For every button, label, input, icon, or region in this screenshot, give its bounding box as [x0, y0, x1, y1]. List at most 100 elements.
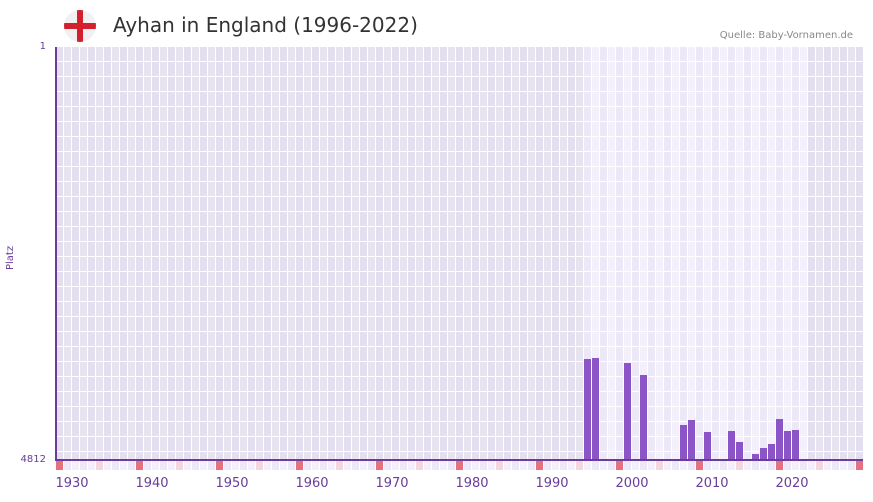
- year-strip: [104, 461, 111, 470]
- year-strip: [624, 461, 631, 470]
- year-strip: [224, 461, 231, 470]
- year-strip: [736, 461, 743, 470]
- year-strip: [464, 461, 471, 470]
- year-strip: [384, 461, 391, 470]
- year-strip: [208, 461, 215, 470]
- bar-2001[interactable]: [640, 375, 647, 460]
- year-strip: [672, 461, 679, 470]
- year-strip: [816, 461, 823, 470]
- bar-2019[interactable]: [784, 431, 791, 460]
- year-strip: [848, 461, 855, 470]
- x-tick-1980: 1980: [455, 476, 489, 491]
- year-strip: [272, 461, 279, 470]
- year-strip: [56, 461, 63, 470]
- year-strip: [184, 461, 191, 470]
- year-strip: [96, 461, 103, 470]
- bar-2018[interactable]: [776, 419, 783, 460]
- year-strip: [376, 461, 383, 470]
- x-tick-2010: 2010: [695, 476, 729, 491]
- x-tick-1960: 1960: [295, 476, 329, 491]
- year-strip: [424, 461, 431, 470]
- year-strip: [192, 461, 199, 470]
- year-strip: [256, 461, 263, 470]
- year-strip: [360, 461, 367, 470]
- bar-2006[interactable]: [680, 425, 687, 460]
- year-strip: [656, 461, 663, 470]
- year-strip: [480, 461, 487, 470]
- year-strip: [808, 461, 815, 470]
- year-strip: [600, 461, 607, 470]
- year-strip: [680, 461, 687, 470]
- year-strip: [760, 461, 767, 470]
- year-strip: [720, 461, 727, 470]
- year-strip: [704, 461, 711, 470]
- bar-2013[interactable]: [736, 442, 743, 460]
- year-strip: [392, 461, 399, 470]
- year-strip: [72, 461, 79, 470]
- bar-2015[interactable]: [752, 453, 759, 460]
- year-strip: [80, 461, 87, 470]
- year-strip: [416, 461, 423, 470]
- year-strip: [824, 461, 831, 470]
- year-strip: [440, 461, 447, 470]
- y-axis-line: [55, 47, 57, 460]
- year-strip: [352, 461, 359, 470]
- year-strip: [520, 461, 527, 470]
- year-strip: [120, 461, 127, 470]
- bar-1994[interactable]: [584, 359, 591, 460]
- x-tick-2020: 2020: [775, 476, 809, 491]
- x-tick-1950: 1950: [215, 476, 249, 491]
- x-tick-1990: 1990: [535, 476, 569, 491]
- y-tick-top: 1: [39, 41, 46, 52]
- bar-2012[interactable]: [728, 431, 735, 460]
- grid: [56, 47, 863, 460]
- bar-2016[interactable]: [760, 447, 767, 460]
- year-strip: [248, 461, 255, 470]
- year-strip: [768, 461, 775, 470]
- year-strip: [856, 461, 863, 470]
- year-strip: [112, 461, 119, 470]
- year-strip: [712, 461, 719, 470]
- year-strip: [304, 461, 311, 470]
- year-strip: [136, 461, 143, 470]
- bar-1999[interactable]: [624, 363, 631, 460]
- year-strip: [840, 461, 847, 470]
- year-strip: [344, 461, 351, 470]
- year-strip: [560, 461, 567, 470]
- year-strip: [64, 461, 71, 470]
- year-strip: [776, 461, 783, 470]
- year-strip: [568, 461, 575, 470]
- year-strip: [496, 461, 503, 470]
- year-strip: [488, 461, 495, 470]
- year-strip: [296, 461, 303, 470]
- year-strip: [400, 461, 407, 470]
- year-strip: [280, 461, 287, 470]
- year-strip: [608, 461, 615, 470]
- year-strip: [728, 461, 735, 470]
- bar-2017[interactable]: [768, 444, 775, 460]
- year-strip: [144, 461, 151, 470]
- year-strip: [456, 461, 463, 470]
- year-strip: [792, 461, 799, 470]
- year-strip: [696, 461, 703, 470]
- year-strip: [176, 461, 183, 470]
- chart-title: Ayhan in England (1996-2022): [113, 13, 418, 37]
- year-strip: [128, 461, 135, 470]
- year-strip: [288, 461, 295, 470]
- x-tick-1930: 1930: [55, 476, 89, 491]
- bar-1995[interactable]: [592, 358, 599, 460]
- year-strip: [160, 461, 167, 470]
- bar-2007[interactable]: [688, 420, 695, 460]
- source-link[interactable]: Quelle: Baby-Vornamen.de: [719, 30, 853, 41]
- year-strip: [240, 461, 247, 470]
- year-strip: [744, 461, 751, 470]
- bar-2009[interactable]: [704, 432, 711, 460]
- year-strip: [408, 461, 415, 470]
- x-tick-1970: 1970: [375, 476, 409, 491]
- year-strip: [216, 461, 223, 470]
- year-strip: [664, 461, 671, 470]
- year-strip: [576, 461, 583, 470]
- bar-2020[interactable]: [792, 430, 799, 460]
- year-strip: [784, 461, 791, 470]
- year-strip: [752, 461, 759, 470]
